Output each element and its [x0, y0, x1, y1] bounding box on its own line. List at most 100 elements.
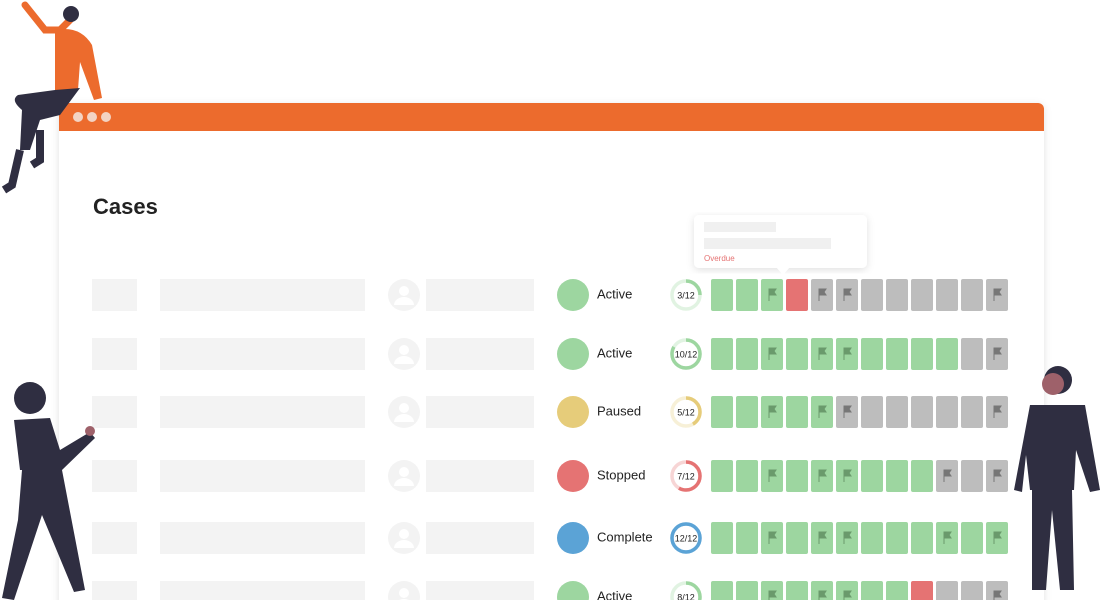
- case-row: Stopped 7/12: [92, 460, 1008, 492]
- tooltip: Overdue: [694, 215, 867, 275]
- placeholder: [160, 396, 365, 428]
- avatar-head: [399, 345, 409, 355]
- status-dot: [557, 581, 589, 600]
- step-cell: [861, 522, 883, 554]
- step-cell: [786, 460, 808, 492]
- progress-arc: [670, 396, 702, 428]
- step-cell: [886, 581, 908, 600]
- step-cell: [936, 279, 958, 311]
- placeholder: [92, 279, 137, 311]
- step-flag: [768, 288, 777, 301]
- status-label: Active: [597, 588, 632, 600]
- placeholder: [92, 522, 137, 554]
- step-flag: [818, 531, 827, 544]
- step-flag: [843, 405, 852, 418]
- progress-label: 3/12: [677, 290, 695, 300]
- step-flag: [943, 531, 952, 544]
- step-cell: [711, 338, 733, 370]
- progress-arc: [670, 522, 702, 554]
- avatar-body: [394, 540, 414, 548]
- progress-label: 7/12: [677, 471, 695, 481]
- step-flag: [818, 469, 827, 482]
- avatar-head: [399, 286, 409, 296]
- step-cell: [911, 460, 933, 492]
- person-left: [2, 382, 95, 600]
- placeholder: [160, 279, 365, 311]
- status-dot: [557, 279, 589, 311]
- step-cell: [886, 460, 908, 492]
- window-dot: [73, 112, 83, 122]
- tooltip-arrow: [776, 267, 790, 275]
- case-row: Paused 5/12: [92, 396, 1008, 428]
- step-cell: [711, 581, 733, 600]
- avatar-head: [399, 403, 409, 413]
- step-flag: [768, 347, 777, 360]
- step-cell: [961, 338, 983, 370]
- avatar-body: [394, 356, 414, 364]
- step-cell: [736, 460, 758, 492]
- step-flag: [943, 469, 952, 482]
- case-row: Active 8/12: [92, 581, 1008, 600]
- step-flag: [818, 288, 827, 301]
- step-cell: [736, 522, 758, 554]
- step-cell: [861, 581, 883, 600]
- step-flag: [768, 405, 777, 418]
- step-cell: [786, 581, 808, 600]
- step-flag: [768, 531, 777, 544]
- step-cell: [961, 581, 983, 600]
- status-label: Stopped: [597, 467, 645, 482]
- status-label: Complete: [597, 529, 653, 544]
- step-cell: [961, 460, 983, 492]
- step-cell: [736, 338, 758, 370]
- status-dot: [557, 338, 589, 370]
- avatar-body: [394, 414, 414, 422]
- status-dot: [557, 522, 589, 554]
- window-header: [59, 103, 1044, 131]
- step-cell: [736, 279, 758, 311]
- status-dot: [557, 460, 589, 492]
- placeholder: [426, 338, 534, 370]
- progress-arc: [670, 279, 702, 311]
- progress-arc: [670, 581, 702, 600]
- placeholder: [426, 279, 534, 311]
- placeholder: [160, 581, 365, 600]
- step-cell: [911, 396, 933, 428]
- step-flag: [843, 288, 852, 301]
- step-flag: [818, 590, 827, 600]
- step-cell: [861, 338, 883, 370]
- step-flag: [768, 469, 777, 482]
- step-flag: [993, 590, 1002, 600]
- window-dot: [101, 112, 111, 122]
- step-cell: [911, 522, 933, 554]
- placeholder: [92, 338, 137, 370]
- step-cell: [711, 460, 733, 492]
- step-cell: [961, 522, 983, 554]
- placeholder: [426, 460, 534, 492]
- step-cell: [786, 522, 808, 554]
- step-cell: [886, 279, 908, 311]
- step-cell: [936, 581, 958, 600]
- placeholder: [160, 338, 365, 370]
- step-cell: [936, 396, 958, 428]
- avatar-head: [399, 588, 409, 598]
- placeholder: [160, 522, 365, 554]
- placeholder: [704, 222, 776, 232]
- step-cell: [961, 279, 983, 311]
- avatar-body: [394, 478, 414, 486]
- step-flag: [843, 469, 852, 482]
- progress-label: 5/12: [677, 407, 695, 417]
- step-flag: [993, 347, 1002, 360]
- status-label: Paused: [597, 403, 641, 418]
- window-dot: [87, 112, 97, 122]
- step-cell: [961, 396, 983, 428]
- step-cell: [786, 396, 808, 428]
- placeholder: [92, 396, 137, 428]
- status-label: Active: [597, 286, 632, 301]
- step-cell: [886, 338, 908, 370]
- progress-label: 12/12: [675, 533, 698, 543]
- avatar-head: [399, 529, 409, 539]
- progress-label: 10/12: [675, 349, 698, 359]
- step-cell: [886, 396, 908, 428]
- step-cell: [911, 338, 933, 370]
